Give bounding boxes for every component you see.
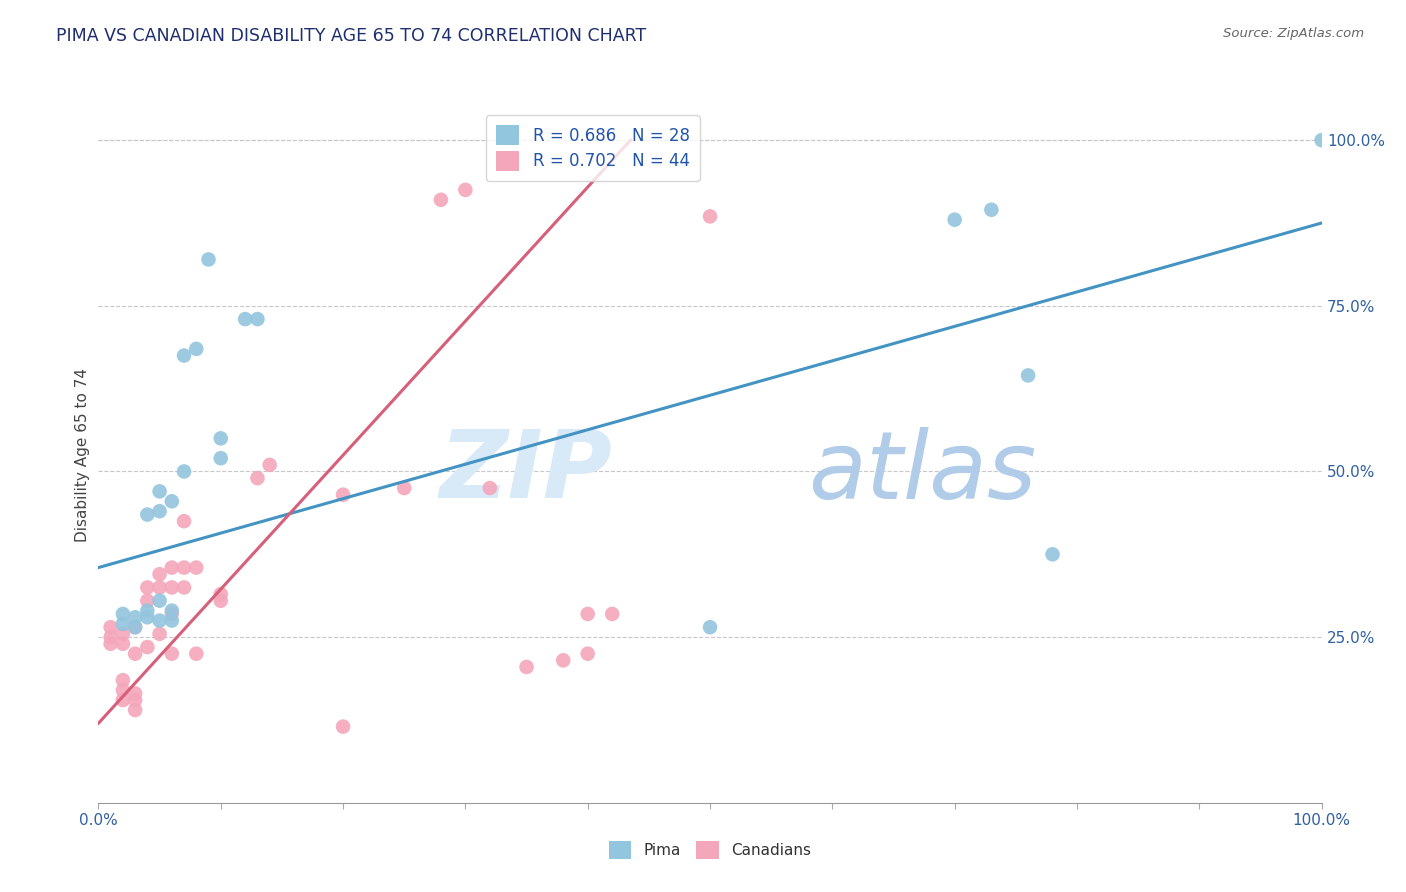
Point bbox=[124, 703, 146, 717]
Point bbox=[100, 630, 122, 644]
Text: Source: ZipAtlas.com: Source: ZipAtlas.com bbox=[1223, 27, 1364, 40]
Point bbox=[111, 607, 134, 621]
Point bbox=[699, 210, 721, 224]
Point bbox=[186, 647, 208, 661]
Point bbox=[124, 647, 146, 661]
Point bbox=[136, 581, 159, 595]
Point bbox=[233, 312, 256, 326]
Point bbox=[149, 504, 172, 518]
Point bbox=[943, 212, 966, 227]
Point bbox=[111, 627, 134, 641]
Point bbox=[553, 653, 575, 667]
Point bbox=[149, 614, 172, 628]
Point bbox=[515, 660, 537, 674]
Point bbox=[160, 614, 183, 628]
Point bbox=[111, 673, 134, 688]
Point bbox=[160, 494, 183, 508]
Text: ZIP: ZIP bbox=[439, 426, 612, 518]
Point bbox=[246, 312, 269, 326]
Point bbox=[1017, 368, 1039, 383]
Point bbox=[1042, 547, 1064, 561]
Point bbox=[259, 458, 281, 472]
Point bbox=[160, 607, 183, 621]
Point bbox=[160, 647, 183, 661]
Point bbox=[332, 720, 354, 734]
Point bbox=[173, 514, 195, 528]
Point bbox=[209, 431, 232, 445]
Point bbox=[478, 481, 501, 495]
Point bbox=[111, 683, 134, 698]
Point bbox=[186, 560, 208, 574]
Point bbox=[136, 604, 159, 618]
Point bbox=[173, 581, 195, 595]
Point bbox=[160, 581, 183, 595]
Point bbox=[124, 693, 146, 707]
Point bbox=[124, 686, 146, 700]
Text: atlas: atlas bbox=[808, 426, 1036, 518]
Point bbox=[160, 604, 183, 618]
Point bbox=[136, 640, 159, 654]
Point bbox=[209, 587, 232, 601]
Point bbox=[186, 342, 208, 356]
Text: PIMA VS CANADIAN DISABILITY AGE 65 TO 74 CORRELATION CHART: PIMA VS CANADIAN DISABILITY AGE 65 TO 74… bbox=[56, 27, 647, 45]
Point bbox=[246, 471, 269, 485]
Point bbox=[173, 560, 195, 574]
Point bbox=[149, 484, 172, 499]
Point bbox=[124, 620, 146, 634]
Y-axis label: Disability Age 65 to 74: Disability Age 65 to 74 bbox=[75, 368, 90, 542]
Point bbox=[136, 610, 159, 624]
Point bbox=[173, 349, 195, 363]
Point bbox=[124, 610, 146, 624]
Point bbox=[111, 693, 134, 707]
Point bbox=[124, 620, 146, 634]
Point bbox=[980, 202, 1002, 217]
Point bbox=[111, 616, 134, 631]
Point bbox=[149, 567, 172, 582]
Legend: Pima, Canadians: Pima, Canadians bbox=[602, 835, 818, 864]
Point bbox=[699, 620, 721, 634]
Point bbox=[149, 627, 172, 641]
Point bbox=[454, 183, 477, 197]
Point bbox=[392, 481, 416, 495]
Point bbox=[576, 607, 599, 621]
Point bbox=[136, 508, 159, 522]
Point bbox=[197, 252, 219, 267]
Point bbox=[600, 607, 623, 621]
Point bbox=[576, 647, 599, 661]
Point bbox=[160, 560, 183, 574]
Point bbox=[149, 581, 172, 595]
Point bbox=[209, 451, 232, 466]
Point bbox=[111, 637, 134, 651]
Point bbox=[136, 593, 159, 607]
Point bbox=[100, 620, 122, 634]
Point bbox=[1310, 133, 1333, 147]
Point bbox=[332, 488, 354, 502]
Point bbox=[149, 593, 172, 607]
Point bbox=[430, 193, 453, 207]
Point bbox=[173, 465, 195, 479]
Point bbox=[209, 593, 232, 607]
Point bbox=[100, 637, 122, 651]
